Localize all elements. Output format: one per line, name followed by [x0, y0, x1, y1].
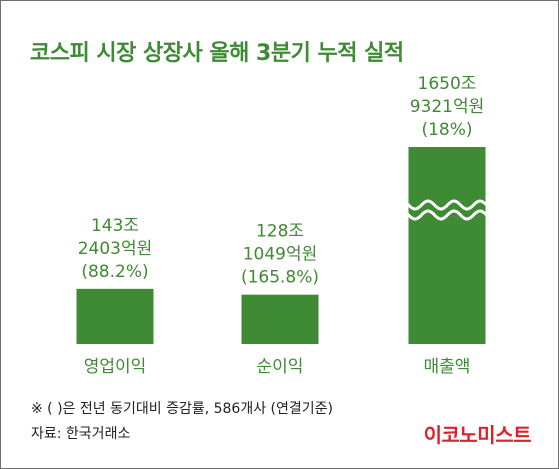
value-label-amount-operating-profit: 143조 [91, 216, 139, 236]
category-label-net-income: 순이익 [257, 357, 304, 377]
source-note: 자료: 한국거래소 [31, 426, 131, 442]
value-label-change-revenue: (18%) [421, 120, 472, 140]
axis-break-wave [406, 209, 488, 221]
value-label-amount-revenue: 1650조 [418, 74, 477, 94]
value-label-amount-2-revenue: 9321억원 [410, 97, 485, 117]
footnote: ※ ( )은 전년 동기대비 증감률, 586개사 (연결기준) [31, 401, 333, 417]
axis-break-wave [406, 199, 488, 211]
category-label-revenue: 매출액 [424, 357, 471, 377]
category-label-operating-profit: 영업이익 [84, 357, 147, 377]
value-label-change-net-income: (165.8%) [241, 268, 319, 288]
bar-net-income [241, 294, 319, 344]
publisher-logo: 이코노미스트 [423, 423, 532, 447]
bar-revenue [408, 147, 486, 344]
chart-title: 코스피 시장 상장사 올해 3분기 누적 실적 [30, 41, 404, 66]
value-label-change-operating-profit: (88.2%) [81, 262, 148, 282]
bar-operating-profit [76, 288, 154, 344]
value-label-amount-net-income: 128조 [256, 222, 304, 242]
value-label-amount-2-net-income: 1049억원 [243, 245, 318, 265]
value-label-amount-2-operating-profit: 2403억원 [78, 239, 153, 259]
bar-chart: 143조 2403억원 (88.2%) 영업이익 128조 1049억원 (165.8%) 순… [76, 74, 488, 377]
